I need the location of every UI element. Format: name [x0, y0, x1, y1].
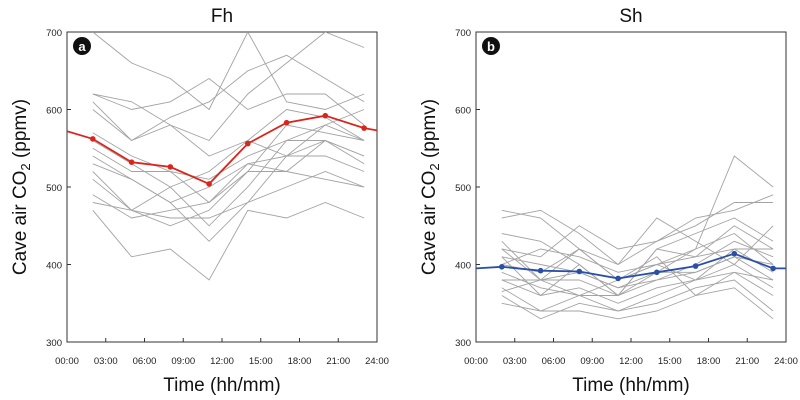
series-line-10: [501, 279, 774, 320]
mean-point: [731, 250, 738, 257]
x-tick-label: 24:00: [774, 356, 798, 367]
x-tick-label: 24:00: [365, 356, 389, 367]
series-line-15: [501, 217, 774, 293]
panel-title-fh: Fh: [211, 6, 233, 27]
mean-point: [361, 125, 367, 131]
series-line-12: [501, 194, 774, 258]
series-line-14: [92, 163, 365, 204]
series-line-6: [92, 171, 365, 219]
x-tick-label: 18:00: [697, 356, 721, 367]
mean-line: [67, 114, 377, 185]
series-line-3: [92, 124, 365, 204]
series-line-13: [92, 77, 365, 126]
mean-point: [576, 268, 583, 275]
series-line-17: [501, 225, 774, 297]
plot-frame-sh: [475, 31, 787, 343]
x-tick-label: 03:00: [503, 356, 527, 367]
mean-line: [476, 252, 786, 280]
panel-title-sh: Sh: [619, 6, 642, 27]
mean-point: [167, 164, 174, 170]
x-tick-label: 06:00: [133, 356, 157, 367]
mean-point: [499, 264, 505, 270]
x-tick-label: 03:00: [94, 356, 118, 367]
series-line-9: [501, 271, 774, 312]
plot-frame-fh: [66, 31, 378, 343]
series-line-5: [501, 240, 774, 289]
series-line-7: [92, 139, 365, 227]
mean-point: [245, 140, 251, 147]
panel-badge-a: [73, 37, 91, 55]
series-line-2: [501, 202, 774, 266]
x-tick-label: 00:00: [55, 356, 79, 367]
series-line-2: [92, 54, 365, 142]
series-line-4: [92, 140, 365, 227]
x-tick-label: 06:00: [542, 356, 566, 367]
mean-point: [537, 267, 544, 274]
mean-point: [692, 263, 699, 269]
x-axis-title-fh: Time (hh/mm): [163, 375, 281, 396]
y-tick-label: 600: [455, 106, 471, 117]
mean-point: [615, 275, 621, 282]
x-tick-label: 18:00: [288, 356, 312, 367]
series-line-12: [92, 109, 365, 180]
x-axis-title-sh: Time (hh/mm): [572, 375, 690, 396]
series-line-9: [92, 124, 365, 211]
series-line-10: [92, 202, 365, 281]
y-tick-label: 400: [455, 261, 471, 272]
plot-area-fh: [67, 32, 377, 281]
x-tick-label: 15:00: [658, 356, 682, 367]
series-line-11: [92, 32, 365, 111]
y-tick-label: 700: [455, 28, 471, 39]
y-tick-label: 300: [46, 338, 62, 349]
panel-fh: Fh 00:00 03:00 06:00 09:00 12:00 15:00 18:00 21…: [10, 6, 389, 396]
panel-badge-label-b: b: [487, 39, 495, 54]
x-tick-label: 21:00: [326, 356, 350, 367]
y-tick-label: 600: [46, 106, 62, 117]
x-tick-label: 15:00: [249, 356, 273, 367]
series-line-14: [501, 256, 774, 289]
mean-point: [654, 269, 660, 276]
mean-point: [770, 265, 776, 272]
panel-badge-label-a: a: [78, 39, 86, 54]
y-ticks-fh: 300 400 500 600 700: [46, 28, 71, 349]
series-line-8: [92, 155, 365, 219]
y-ticks-sh: 300 400 500 600 700: [455, 28, 480, 349]
x-ticks-fh: 00:00 03:00 06:00 09:00 12:00 15:00 18:00 21:00…: [55, 338, 389, 367]
panel-sh: Sh 00:00 03:00 06:00 09:00 12:00 15:00 18:00 21…: [419, 6, 798, 396]
x-ticks-sh: 00:00 03:00 06:00 09:00 12:00 15:00 18:00 21:00…: [464, 338, 798, 367]
y-tick-label: 700: [46, 28, 62, 39]
y-axis-title-sh: Cave air CO2 (ppmv): [419, 99, 442, 275]
mean-point: [322, 112, 329, 119]
x-tick-label: 12:00: [619, 356, 643, 367]
x-tick-label: 00:00: [464, 356, 488, 367]
series-line-8: [501, 263, 774, 304]
y-tick-label: 500: [455, 183, 471, 194]
mean-point: [206, 181, 212, 187]
y-axis-title-fh: Cave air CO2 (ppmv): [10, 99, 33, 275]
series-line-11: [501, 287, 774, 320]
series-line-16: [501, 240, 774, 297]
y-tick-label: 500: [46, 183, 62, 194]
x-tick-label: 12:00: [210, 356, 234, 367]
x-tick-label: 21:00: [735, 356, 759, 367]
mean-point: [90, 136, 96, 142]
y-tick-label: 300: [455, 338, 471, 349]
x-tick-label: 09:00: [171, 356, 195, 367]
x-tick-label: 09:00: [580, 356, 604, 367]
panel-badge-b: [482, 37, 500, 55]
mean-point: [283, 119, 290, 126]
plot-area-sh: [476, 155, 786, 320]
y-tick-label: 400: [46, 261, 62, 272]
series-line-1: [92, 32, 365, 142]
mean-point: [128, 159, 135, 165]
